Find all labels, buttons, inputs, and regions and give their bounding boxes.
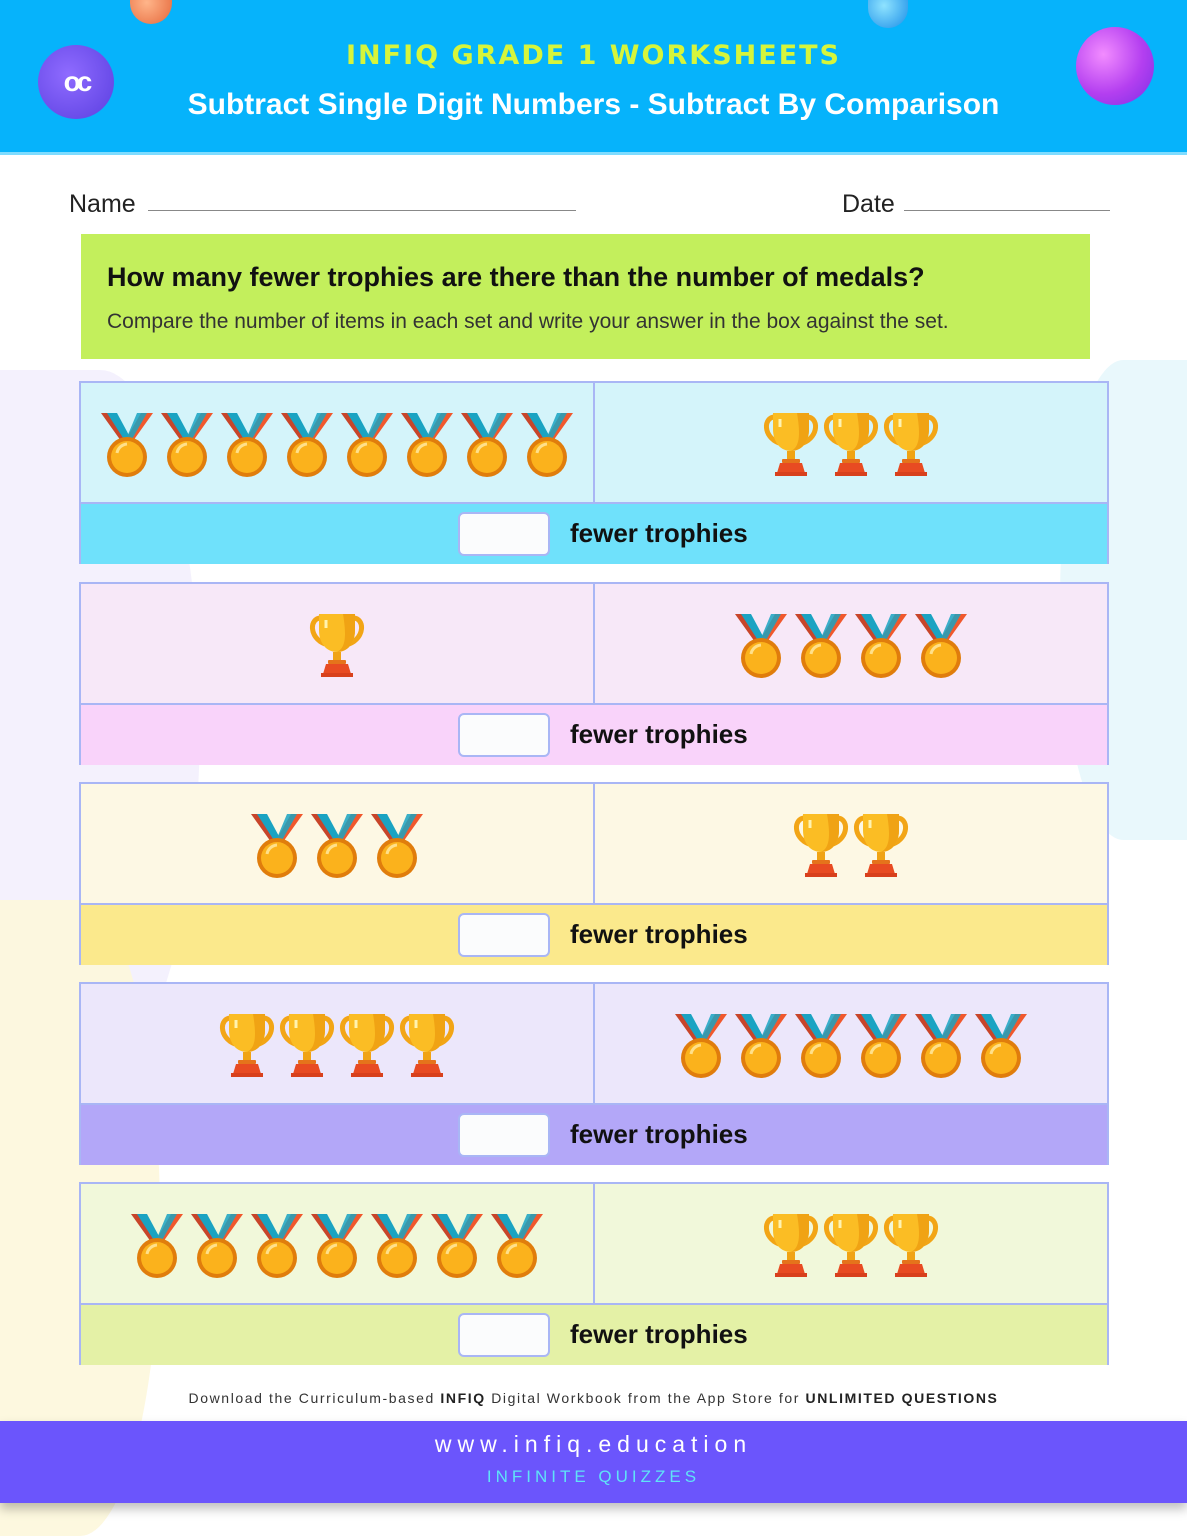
problem-row: fewer trophies (79, 782, 1109, 965)
medal-icon (427, 1208, 487, 1280)
medal-icon (731, 608, 791, 680)
promo-text: Download the Curriculum-based INFIQ Digi… (0, 1390, 1187, 1406)
trophy-icon (217, 1008, 277, 1080)
instruction-subtext: Compare the number of items in each set … (107, 310, 949, 333)
answer-label: fewer trophies (570, 1319, 748, 1349)
trophy-icon (761, 1208, 821, 1280)
name-line[interactable] (148, 210, 576, 211)
name-label: Name (69, 190, 136, 218)
decorative-ball (868, 0, 908, 28)
answer-box[interactable] (458, 512, 550, 556)
infiq-logo: oc (38, 45, 114, 119)
tagline: INFINITE QUIZZES (486, 1467, 701, 1486)
medal-icon (367, 1208, 427, 1280)
promo-part1: Download the Curriculum-based (188, 1390, 441, 1406)
answer-band: fewer trophies (81, 1103, 1107, 1165)
promo-part2: Digital Workbook from the App Store for (485, 1390, 806, 1406)
medal-icon (851, 1008, 911, 1080)
answer-box[interactable] (458, 1113, 550, 1157)
right-set (595, 1184, 1107, 1303)
medal-icon (367, 808, 427, 880)
trophy-icon (821, 407, 881, 479)
trophy-icon (881, 407, 941, 479)
left-set (81, 1184, 595, 1303)
decorative-ball (1076, 27, 1154, 105)
medal-icon (127, 1208, 187, 1280)
left-set (81, 984, 595, 1103)
date-line[interactable] (904, 210, 1110, 211)
left-set (81, 584, 595, 703)
medal-icon (671, 1008, 731, 1080)
medal-icon (97, 407, 157, 479)
left-set (81, 383, 595, 502)
medal-icon (791, 1008, 851, 1080)
trophy-icon (881, 1208, 941, 1280)
trophy-icon (791, 808, 851, 880)
trophy-icon (337, 1008, 397, 1080)
medal-icon (157, 407, 217, 479)
right-set (595, 383, 1107, 502)
answer-label: fewer trophies (570, 919, 748, 949)
right-set (595, 584, 1107, 703)
medal-icon (731, 1008, 791, 1080)
question-text: How many fewer trophies are there than t… (107, 262, 925, 292)
promo-cta: UNLIMITED QUESTIONS (805, 1390, 999, 1406)
website-link[interactable]: www.infiq.education (434, 1431, 753, 1457)
medal-icon (457, 407, 517, 479)
answer-band: fewer trophies (81, 903, 1107, 965)
medal-icon (487, 1208, 547, 1280)
medal-icon (911, 608, 971, 680)
worksheet-header: oc INFIQ GRADE 1 WORKSHEETS Subtract Sin… (0, 0, 1187, 155)
page-title: Subtract Single Digit Numbers - Subtract… (187, 88, 1000, 121)
trophy-icon (397, 1008, 457, 1080)
medal-icon (217, 407, 277, 479)
medal-icon (517, 407, 577, 479)
medal-icon (247, 1208, 307, 1280)
answer-box[interactable] (458, 1313, 550, 1357)
medal-icon (247, 808, 307, 880)
left-set (81, 784, 595, 903)
decorative-ball (130, 0, 172, 24)
medal-icon (791, 608, 851, 680)
medal-icon (851, 608, 911, 680)
trophy-icon (307, 608, 367, 680)
footer-bar: www.infiq.education INFINITE QUIZZES (0, 1421, 1187, 1503)
date-label: Date (842, 190, 895, 218)
medal-icon (397, 407, 457, 479)
answer-box[interactable] (458, 713, 550, 757)
answer-label: fewer trophies (570, 1119, 748, 1149)
answer-label: fewer trophies (570, 719, 748, 749)
trophy-icon (761, 407, 821, 479)
medal-icon (337, 407, 397, 479)
problem-row: fewer trophies (79, 381, 1109, 564)
answer-label: fewer trophies (570, 518, 748, 548)
medal-icon (187, 1208, 247, 1280)
trophy-icon (851, 808, 911, 880)
medal-icon (971, 1008, 1031, 1080)
medal-icon (307, 808, 367, 880)
trophy-icon (277, 1008, 337, 1080)
answer-box[interactable] (458, 913, 550, 957)
medal-icon (277, 407, 337, 479)
medal-icon (911, 1008, 971, 1080)
right-set (595, 784, 1107, 903)
instructions-box: How many fewer trophies are there than t… (81, 234, 1090, 359)
answer-band: fewer trophies (81, 502, 1107, 564)
promo-brand: INFIQ (440, 1390, 486, 1406)
header-kicker: INFIQ GRADE 1 WORKSHEETS (345, 40, 842, 71)
right-set (595, 984, 1107, 1103)
medal-icon (307, 1208, 367, 1280)
problem-row: fewer trophies (79, 982, 1109, 1165)
problem-row: fewer trophies (79, 1182, 1109, 1365)
problem-row: fewer trophies (79, 582, 1109, 765)
trophy-icon (821, 1208, 881, 1280)
answer-band: fewer trophies (81, 703, 1107, 765)
answer-band: fewer trophies (81, 1303, 1107, 1365)
